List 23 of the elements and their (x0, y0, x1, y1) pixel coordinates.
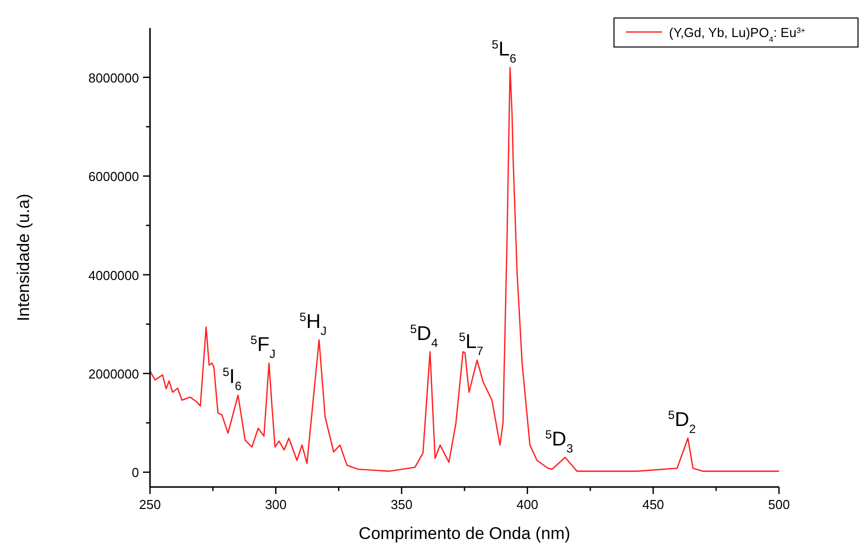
y-tick-label: 0 (132, 465, 139, 480)
x-tick-label: 450 (642, 497, 664, 512)
annotation: $^{5}$D$_{2}$ (668, 408, 696, 436)
y-tick-label: 2000000 (88, 366, 139, 382)
annotation: $^{5}$F$_{J}$ (250, 333, 276, 362)
annotation: $^{5}$H$_{J}$ (300, 310, 327, 338)
annotation: $^{5}$D$_{4}$ (410, 322, 438, 350)
x-tick-label: 250 (139, 497, 161, 512)
annotation: $^{5}$D$_{3}$ (545, 427, 574, 456)
y-tick-label: 6000000 (88, 169, 139, 184)
x-axis-title: Comprimento de Onda (nm) (358, 524, 570, 543)
x-tick-label: 350 (390, 497, 412, 512)
annotation: $^{5}$L$_{7}$ (458, 330, 484, 358)
y-axis-title: Intensidade (u.a) (14, 194, 33, 322)
x-tick-label: 300 (264, 497, 287, 512)
y-tick-label: 8000000 (88, 70, 139, 86)
x-tick-label: 500 (768, 497, 790, 512)
line-series (149, 66, 780, 472)
legend-label: (Y,Gd, Yb, Lu)PO$_{4}$: Eu$^{3+}$ (669, 25, 806, 44)
annotation: $^{5}$I$_{6}$ (222, 365, 242, 394)
y-tick-label: 4000000 (88, 268, 139, 283)
annotation: $^{5}$L$_{6}$ (492, 37, 517, 66)
x-tick-label: 400 (516, 497, 538, 512)
